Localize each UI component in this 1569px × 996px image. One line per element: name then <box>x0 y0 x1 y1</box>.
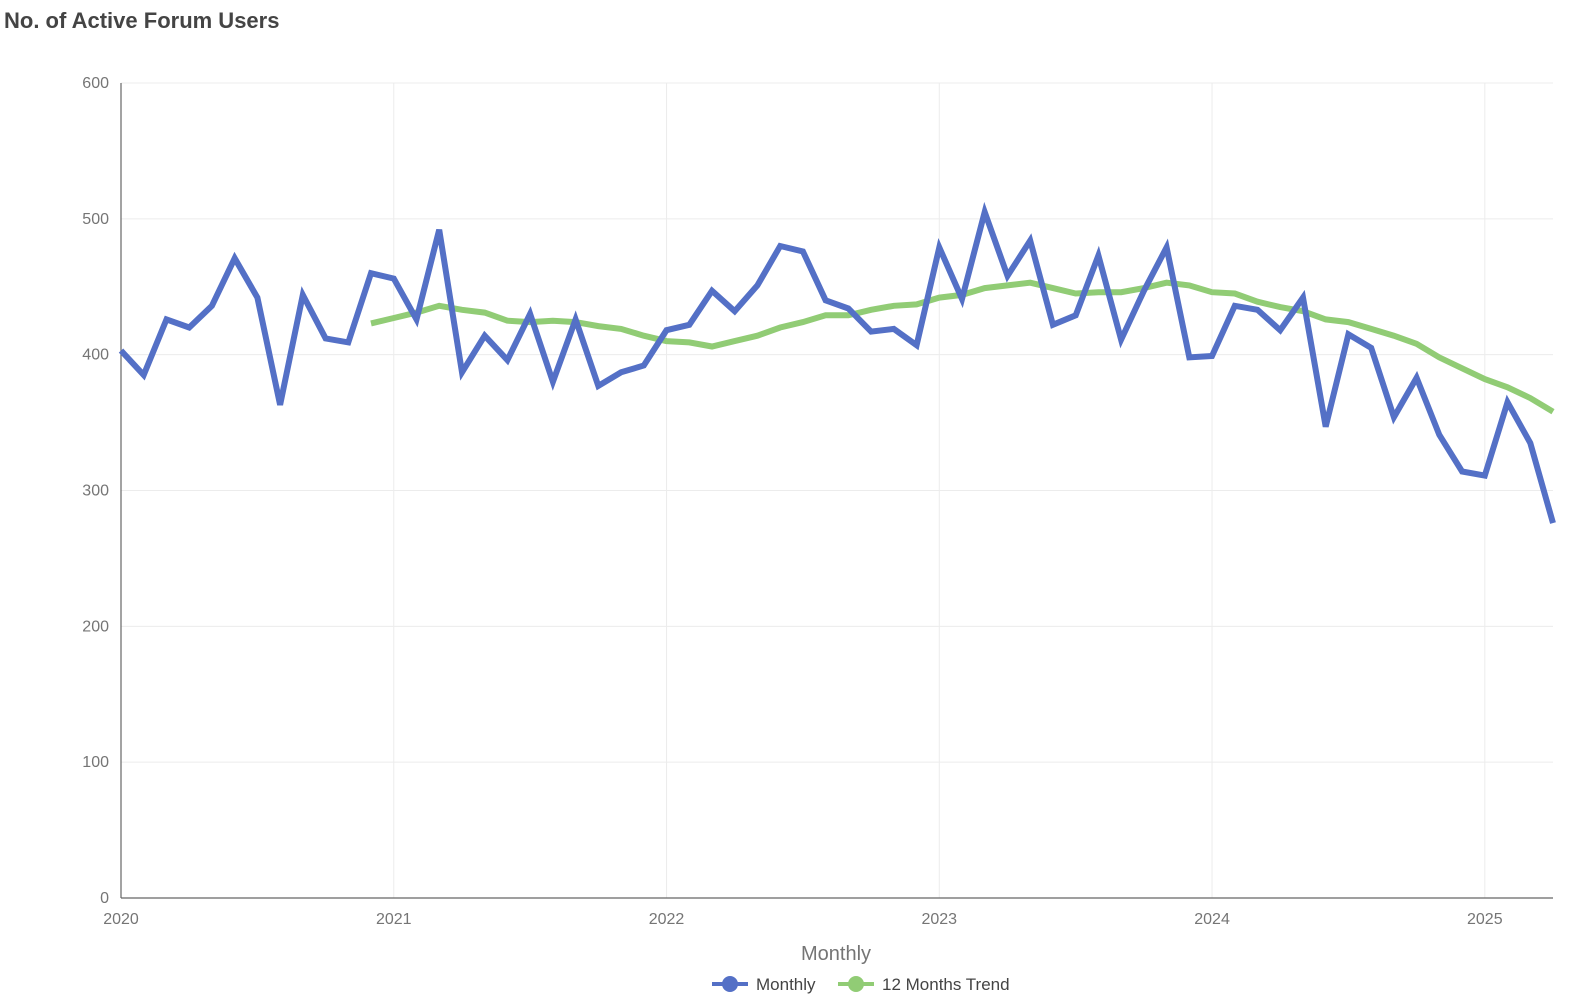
series-line-monthly[interactable] <box>118 201 1556 524</box>
x-tick-label: 2024 <box>1194 911 1230 928</box>
y-tick-label: 100 <box>82 754 109 771</box>
legend: Monthly 12 Months Trend <box>712 975 1010 994</box>
legend-marker-12-months-trend <box>848 976 864 992</box>
legend-item-12-months-trend[interactable]: 12 Months Trend <box>838 975 1010 994</box>
y-tick-label: 600 <box>82 75 109 92</box>
x-axis-title: Monthly <box>801 943 871 965</box>
y-tick-label: 200 <box>82 618 109 635</box>
x-tick-label: 2021 <box>376 911 412 928</box>
grid <box>121 82 1553 898</box>
legend-label-12-months-trend: 12 Months Trend <box>882 975 1010 994</box>
legend-item-monthly[interactable]: Monthly <box>712 975 816 994</box>
x-tick-label: 2020 <box>103 911 139 928</box>
axes: 0 100 200 300 400 500 600 2020 2021 2022 2023 2024 2… <box>82 75 1553 928</box>
x-tick-label: 2022 <box>649 911 685 928</box>
legend-label-monthly: Monthly <box>756 975 816 994</box>
y-tick-label: 500 <box>82 211 109 228</box>
legend-marker-monthly <box>722 976 738 992</box>
x-tick-label: 2023 <box>921 911 957 928</box>
y-tick-label: 0 <box>100 890 109 907</box>
series-lines <box>118 201 1556 524</box>
y-tick-label: 300 <box>82 483 109 500</box>
chart-title: No. of Active Forum Users <box>4 8 280 33</box>
x-tick-label: 2025 <box>1467 911 1503 928</box>
y-tick-label: 400 <box>82 347 109 364</box>
